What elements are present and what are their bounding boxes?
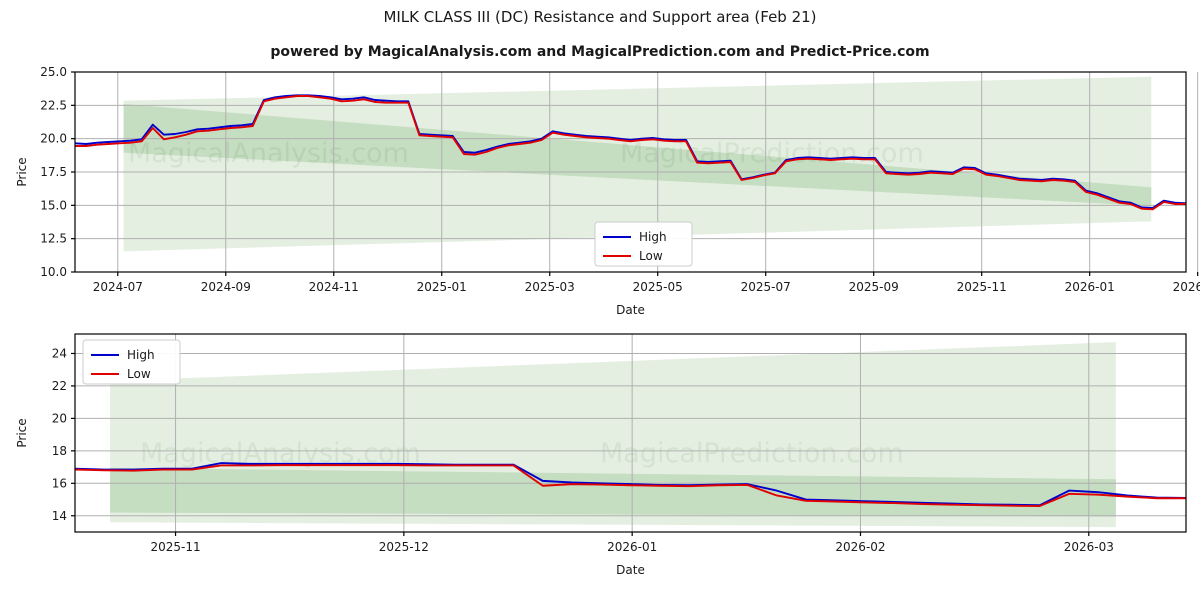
xtick-label-2024-09: 2024-09: [201, 280, 251, 294]
watermark-analysis: MagicalAnalysis.com: [128, 138, 409, 169]
xtick-label-2025-11: 2025-11: [150, 540, 200, 554]
page-title: MILK CLASS III (DC) Resistance and Suppo…: [383, 8, 817, 26]
legend-label-high: High: [127, 348, 155, 362]
xtick-label-2025-11: 2025-11: [957, 280, 1007, 294]
watermark-prediction: MagicalPrediction.com: [600, 438, 904, 469]
yaxis-title: Price: [15, 418, 29, 447]
xaxis-title: Date: [616, 303, 645, 317]
legend-label-low: Low: [127, 367, 151, 381]
ytick-label-24: 24: [52, 346, 67, 360]
legend-label-high: High: [639, 230, 667, 244]
chart-panel-main-chart: MagicalAnalysis.com MagicalPrediction.com…: [15, 65, 1200, 317]
ytick-label-15.0: 15.0: [40, 198, 67, 212]
ytick-label-14: 14: [52, 509, 67, 523]
plot-frame: [74, 333, 1187, 533]
legend-label-low: Low: [639, 249, 663, 263]
xtick-label-2025-05: 2025-05: [633, 280, 683, 294]
ytick-label-25.0: 25.0: [40, 65, 67, 79]
xaxis-title: Date: [616, 563, 645, 577]
xtick-label-2025-12: 2025-12: [379, 540, 429, 554]
ytick-label-18: 18: [52, 444, 67, 458]
xtick-label-2026-01: 2026-01: [1065, 280, 1115, 294]
ytick-label-20: 20: [52, 411, 67, 425]
xtick-label-2026-03: 2026-03: [1173, 280, 1200, 294]
page-subtitle: powered by MagicalAnalysis.com and Magic…: [270, 44, 930, 60]
ytick-label-22.5: 22.5: [40, 98, 67, 112]
xtick-label-2025-01: 2025-01: [417, 280, 467, 294]
series-line-low: [75, 464, 1186, 507]
band-group: [110, 342, 1116, 528]
ytick-label-17.5: 17.5: [40, 165, 67, 179]
xtick-label-2024-07: 2024-07: [93, 280, 143, 294]
xtick-label-2026-01: 2026-01: [607, 540, 657, 554]
series-group: [75, 94, 1186, 211]
xtick-label-2025-09: 2025-09: [849, 280, 899, 294]
band-inner-support-resistance: [110, 467, 1116, 517]
band-group: [123, 76, 1152, 252]
xtick-label-2025-03: 2025-03: [525, 280, 575, 294]
xtick-label-2024-11: 2024-11: [309, 280, 359, 294]
xtick-label-2026-03: 2026-03: [1064, 540, 1114, 554]
ytick-label-16: 16: [52, 476, 67, 490]
series-group: [75, 462, 1186, 507]
ytick-label-12.5: 12.5: [40, 232, 67, 246]
series-line-low: [75, 95, 1186, 211]
ytick-label-10.0: 10.0: [40, 265, 67, 279]
xtick-label-2026-02: 2026-02: [835, 540, 885, 554]
xtick-label-2025-07: 2025-07: [741, 280, 791, 294]
legend-zoom-chart[interactable]: High Low: [82, 339, 181, 385]
ytick-label-20.0: 20.0: [40, 132, 67, 146]
yaxis-title: Price: [15, 157, 29, 186]
watermark-prediction: MagicalPrediction.com: [620, 138, 924, 169]
ytick-label-22: 22: [52, 379, 67, 393]
legend-main-chart[interactable]: High Low: [594, 221, 693, 267]
chart-panel-zoom-chart: MagicalAnalysis.com MagicalPrediction.com…: [15, 333, 1187, 577]
band-inner-support-resistance: [123, 104, 1152, 206]
